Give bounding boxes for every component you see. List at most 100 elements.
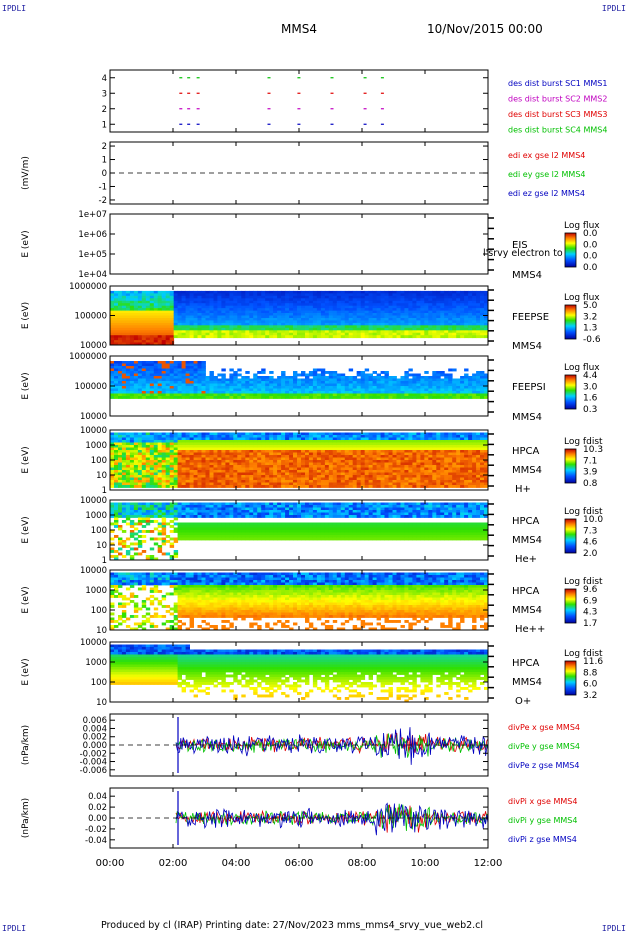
spectrogram-cell bbox=[384, 455, 389, 458]
spectrogram-cell bbox=[428, 482, 433, 486]
spectrogram-cell bbox=[328, 393, 334, 397]
spectrogram-cell bbox=[356, 475, 362, 478]
spectrogram-cell bbox=[364, 447, 370, 451]
spectrogram-cell bbox=[221, 467, 226, 471]
spectrogram-cell bbox=[404, 332, 409, 336]
spectrogram-cell bbox=[205, 447, 210, 451]
spectrogram-cell bbox=[213, 450, 218, 453]
spectrogram-cell bbox=[133, 391, 139, 394]
spectrogram-cell bbox=[392, 381, 397, 384]
spectrogram-cell bbox=[133, 462, 139, 466]
spectrogram-cell bbox=[412, 457, 417, 461]
spectrogram-cell bbox=[316, 303, 322, 307]
spectrogram-cell bbox=[308, 465, 314, 468]
spectrogram-cell bbox=[424, 460, 429, 463]
spectrogram-cell bbox=[209, 460, 214, 463]
spectrogram-cell bbox=[110, 447, 115, 451]
spectrogram-cell bbox=[185, 455, 190, 458]
spectrogram-cell bbox=[281, 477, 286, 481]
spectrogram-cell bbox=[217, 305, 222, 309]
spectrogram-cell bbox=[161, 440, 167, 443]
spectrogram-cell bbox=[173, 440, 179, 443]
spectrogram-cell bbox=[193, 442, 198, 446]
spectrogram-cell bbox=[480, 371, 485, 374]
spectrogram-cell bbox=[157, 437, 163, 441]
spectrogram-cell bbox=[285, 293, 290, 297]
spectrogram-cell bbox=[348, 393, 354, 397]
spectrogram-cell bbox=[316, 472, 322, 476]
spectrogram-cell bbox=[356, 472, 362, 476]
spectrogram-cell bbox=[412, 315, 417, 319]
spectrogram-cell bbox=[285, 320, 290, 324]
spectrogram-cell bbox=[257, 313, 262, 316]
spectrogram-cell bbox=[145, 337, 151, 341]
spectrogram-cell bbox=[372, 305, 377, 309]
spectrogram-cell bbox=[129, 477, 135, 481]
spectrogram-cell bbox=[213, 455, 218, 458]
spectrogram-cell bbox=[181, 391, 186, 394]
spectrogram-cell bbox=[225, 378, 230, 382]
spectrogram-cell bbox=[221, 396, 226, 399]
spectrogram-cell bbox=[145, 376, 151, 379]
spectrogram-cell bbox=[177, 477, 182, 481]
spectrogram-cell bbox=[114, 457, 119, 461]
spectrogram-cell bbox=[217, 445, 222, 448]
spectrogram-cell bbox=[460, 305, 465, 309]
spectrogram-cell bbox=[125, 383, 131, 387]
spectrogram-cell bbox=[141, 450, 147, 453]
spectrogram-cell bbox=[412, 293, 417, 297]
spectrogram-cell bbox=[372, 482, 377, 486]
spectrogram-cell bbox=[332, 472, 338, 476]
spectrogram-cell bbox=[177, 366, 182, 369]
spectrogram-cell bbox=[312, 442, 318, 446]
spectrogram-cell bbox=[460, 378, 465, 382]
spectrogram-cell bbox=[241, 295, 246, 299]
spectrogram-cell bbox=[161, 322, 167, 326]
spectrogram-cell bbox=[412, 432, 417, 436]
spectrogram-cell bbox=[336, 320, 342, 324]
spectrogram-cell bbox=[480, 388, 485, 392]
spectrogram-cell bbox=[165, 373, 171, 377]
spectrogram-cell bbox=[269, 310, 274, 314]
spectrogram-cell bbox=[472, 300, 477, 304]
spectrogram-cell bbox=[114, 480, 119, 483]
spectrogram-cell bbox=[221, 442, 226, 446]
spectrogram-cell bbox=[153, 335, 159, 339]
spectrogram-cell bbox=[356, 437, 362, 441]
spectrogram-cell bbox=[110, 485, 115, 488]
spectrogram-cell bbox=[420, 300, 425, 304]
spectrogram-cell bbox=[213, 383, 218, 387]
spectrogram-cell bbox=[169, 310, 175, 314]
spectrogram-cell bbox=[324, 470, 330, 473]
spectrogram-cell bbox=[225, 322, 230, 326]
spectrogram-cell bbox=[241, 452, 246, 456]
spectrogram-cell bbox=[324, 396, 330, 399]
spectrogram-cell bbox=[392, 475, 397, 478]
spectrogram-cell bbox=[376, 442, 381, 446]
spectrogram-cell bbox=[233, 447, 238, 451]
spectrogram-cell bbox=[364, 325, 370, 329]
spectrogram-cell bbox=[428, 313, 433, 316]
spectrogram-cell bbox=[201, 308, 206, 311]
spectrogram-cell bbox=[193, 450, 198, 453]
spectrogram-cell bbox=[245, 300, 250, 304]
spectrogram-cell bbox=[149, 386, 155, 389]
spectrogram-cell bbox=[392, 295, 397, 299]
spectrogram-cell bbox=[384, 477, 389, 481]
spectrogram-cell bbox=[384, 332, 389, 336]
spectrogram-cell bbox=[336, 290, 342, 294]
spectrogram-cell bbox=[229, 381, 234, 384]
spectrogram-cell bbox=[344, 308, 350, 311]
spectrogram-cell bbox=[316, 290, 322, 294]
spectrogram-cell bbox=[233, 335, 238, 339]
spectrogram-cell bbox=[356, 381, 362, 384]
spectrogram-cell bbox=[372, 313, 377, 316]
spectrogram-cell bbox=[225, 455, 230, 458]
spectrogram-cell bbox=[305, 303, 310, 307]
spectrogram-cell bbox=[348, 455, 354, 458]
spectrogram-cell bbox=[125, 447, 131, 451]
spectrogram-cell bbox=[305, 450, 310, 453]
spectrogram-cell bbox=[352, 432, 358, 436]
spectrogram-cell bbox=[320, 442, 326, 446]
